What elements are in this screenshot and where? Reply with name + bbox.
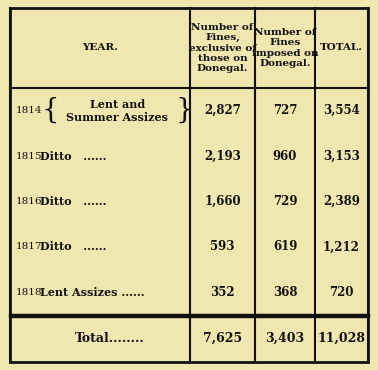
Text: 1,660: 1,660 <box>204 195 241 208</box>
Text: 1816: 1816 <box>16 197 42 206</box>
Text: YEAR.: YEAR. <box>82 44 118 53</box>
Text: 720: 720 <box>329 286 354 299</box>
Text: Ditto   ......: Ditto ...... <box>40 196 107 207</box>
Text: 3,554: 3,554 <box>323 104 360 117</box>
Text: Ditto   ......: Ditto ...... <box>40 241 107 252</box>
Text: 1,212: 1,212 <box>323 240 360 253</box>
Text: Number of
Fines
imposed on
Donegal.: Number of Fines imposed on Donegal. <box>252 28 318 68</box>
Text: Ditto   ......: Ditto ...... <box>40 151 107 162</box>
Text: Lent and
Summer Assizes: Lent and Summer Assizes <box>67 99 169 122</box>
Text: 729: 729 <box>273 195 297 208</box>
Text: 1817: 1817 <box>16 242 42 251</box>
Text: 960: 960 <box>273 149 297 162</box>
Text: 619: 619 <box>273 240 297 253</box>
Text: 2,193: 2,193 <box>204 149 241 162</box>
Text: 368: 368 <box>273 286 297 299</box>
Text: 352: 352 <box>210 286 235 299</box>
Text: TOTAL.: TOTAL. <box>320 44 363 53</box>
Text: 7,625: 7,625 <box>203 332 242 345</box>
Text: Total........: Total........ <box>75 332 145 345</box>
Text: 1815: 1815 <box>16 152 42 161</box>
Text: 1814: 1814 <box>16 106 42 115</box>
Text: 2,389: 2,389 <box>323 195 360 208</box>
Text: 1818: 1818 <box>16 288 42 297</box>
Text: 593: 593 <box>210 240 235 253</box>
Text: 727: 727 <box>273 104 297 117</box>
Text: Lent Assizes ......: Lent Assizes ...... <box>40 287 145 298</box>
Text: 3,403: 3,403 <box>265 332 305 345</box>
Text: Number of
Fines,
exclusive of
those on
Donegal.: Number of Fines, exclusive of those on D… <box>189 23 256 73</box>
Text: 11,028: 11,028 <box>318 332 366 345</box>
Text: {: { <box>41 97 59 124</box>
Text: 3,153: 3,153 <box>323 149 360 162</box>
Text: 2,827: 2,827 <box>204 104 241 117</box>
Text: }: } <box>175 97 193 124</box>
